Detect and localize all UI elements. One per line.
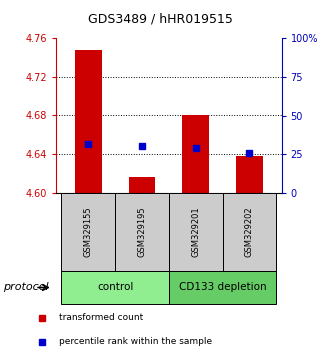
Bar: [129, 177, 156, 193]
Bar: [115, 193, 169, 271]
Bar: [75, 50, 102, 193]
Bar: [236, 156, 263, 193]
Text: GSM329195: GSM329195: [138, 207, 147, 257]
Text: control: control: [97, 282, 133, 292]
Bar: [169, 193, 222, 271]
Bar: [61, 193, 115, 271]
Bar: [61, 271, 169, 304]
Text: protocol: protocol: [3, 282, 49, 292]
Bar: [222, 193, 276, 271]
Bar: [182, 115, 209, 193]
Text: GDS3489 / hHR019515: GDS3489 / hHR019515: [88, 13, 232, 25]
Text: GSM329201: GSM329201: [191, 207, 200, 257]
Bar: [169, 271, 276, 304]
Text: CD133 depletion: CD133 depletion: [179, 282, 266, 292]
Text: GSM329202: GSM329202: [245, 207, 254, 257]
Text: percentile rank within the sample: percentile rank within the sample: [60, 337, 212, 346]
Text: GSM329155: GSM329155: [84, 207, 93, 257]
Text: transformed count: transformed count: [60, 314, 144, 322]
